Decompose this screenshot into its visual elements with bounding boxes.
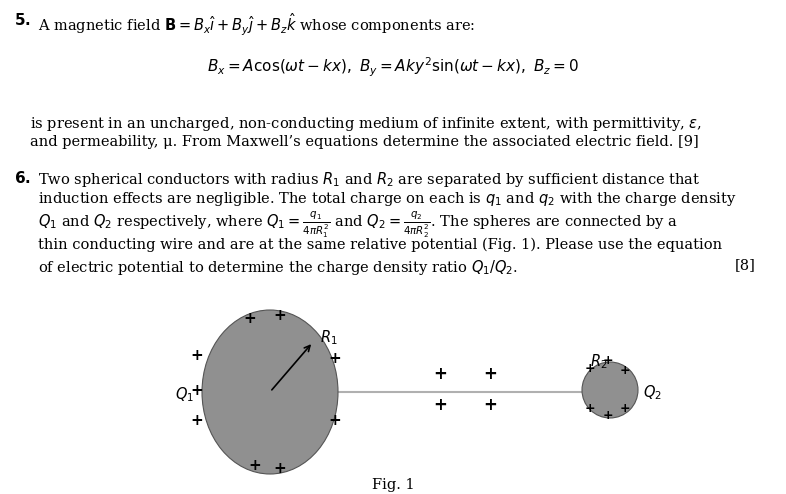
Text: is present in an uncharged, non-conducting medium of infinite extent, with permi: is present in an uncharged, non-conducti…: [30, 115, 702, 133]
Text: $Q_1$ and $Q_2$ respectively, where $Q_1 = \frac{q_1}{4\pi R_1^2}$ and $Q_2 = \f: $Q_1$ and $Q_2$ respectively, where $Q_1…: [38, 210, 678, 241]
Text: +: +: [191, 412, 204, 427]
Text: induction effects are negligible. The total charge on each is $q_1$ and $q_2$ wi: induction effects are negligible. The to…: [38, 190, 736, 208]
Text: +: +: [274, 307, 286, 323]
Text: +: +: [603, 409, 613, 421]
Text: Two spherical conductors with radius $R_1$ and $R_2$ are separated by sufficient: Two spherical conductors with radius $R_…: [38, 170, 700, 189]
Text: and permeability, μ. From Maxwell’s equations determine the associated electric : and permeability, μ. From Maxwell’s equa…: [30, 135, 699, 149]
Text: thin conducting wire and are at the same relative potential (Fig. 1). Please use: thin conducting wire and are at the same…: [38, 238, 722, 252]
Text: [8]: [8]: [735, 258, 756, 272]
Text: $Q_2$: $Q_2$: [643, 383, 662, 402]
Text: +: +: [483, 365, 497, 383]
Text: +: +: [274, 460, 286, 476]
Ellipse shape: [582, 362, 638, 418]
Text: +: +: [619, 364, 630, 376]
Text: +: +: [329, 351, 341, 366]
Text: $R_1$: $R_1$: [320, 328, 338, 347]
Text: +: +: [433, 365, 447, 383]
Text: of electric potential to determine the charge density ratio $Q_1/Q_2$.: of electric potential to determine the c…: [38, 258, 518, 277]
Text: $Q_1$: $Q_1$: [175, 385, 194, 404]
Text: $B_x = A\cos(\omega t - kx),\ B_y = Aky^2\sin(\omega t - kx),\ B_z = 0$: $B_x = A\cos(\omega t - kx),\ B_y = Aky^…: [207, 56, 579, 80]
Text: +: +: [191, 347, 204, 363]
Text: +: +: [585, 402, 595, 414]
Text: +: +: [244, 311, 256, 326]
Text: $\mathbf{5.}$: $\mathbf{5.}$: [14, 12, 31, 28]
Text: +: +: [248, 457, 262, 472]
Text: Fig. 1: Fig. 1: [372, 478, 414, 492]
Text: +: +: [619, 402, 630, 414]
Text: +: +: [191, 382, 204, 398]
Text: +: +: [603, 354, 613, 367]
Text: $\mathbf{6.}$: $\mathbf{6.}$: [14, 170, 31, 186]
Text: +: +: [329, 412, 341, 427]
Text: +: +: [585, 362, 595, 374]
Ellipse shape: [202, 310, 338, 474]
Text: +: +: [483, 396, 497, 414]
Text: +: +: [433, 396, 447, 414]
Text: $R_2$: $R_2$: [590, 352, 608, 370]
Text: A magnetic field $\mathbf{B} = B_x\hat{\imath} + B_y\hat{\jmath} + B_z\hat{k}$ w: A magnetic field $\mathbf{B} = B_x\hat{\…: [38, 12, 476, 39]
